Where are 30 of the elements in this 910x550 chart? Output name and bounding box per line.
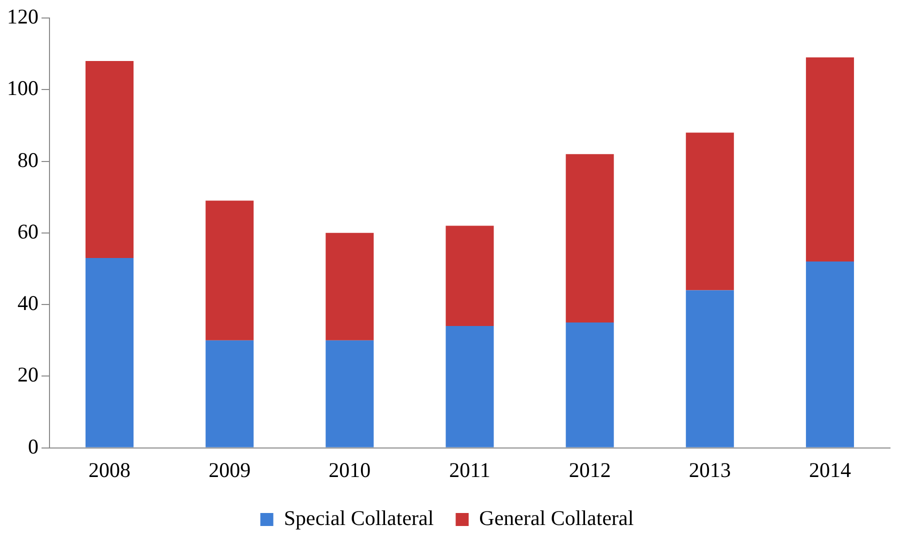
- bar: [686, 290, 734, 448]
- bar: [806, 262, 854, 448]
- x-tick-label: 2010: [328, 458, 371, 482]
- y-tick-label: 20: [18, 362, 38, 387]
- y-tick-label: 100: [7, 76, 38, 100]
- legend-label: General Collateral: [479, 506, 634, 530]
- x-tick-label: 2008: [88, 458, 131, 482]
- bar: [686, 132, 734, 290]
- y-tick-label: 80: [18, 148, 38, 172]
- y-tick-label: 60: [18, 219, 38, 244]
- x-tick-label: 2014: [808, 458, 852, 482]
- y-tick-label: 120: [7, 4, 38, 29]
- legend-label: Special Collateral: [284, 506, 434, 530]
- x-tick-label: 2012: [568, 458, 611, 482]
- x-tick-label: 2013: [688, 458, 731, 482]
- bar: [326, 340, 374, 448]
- bar: [446, 326, 494, 448]
- bar: [806, 57, 854, 262]
- bar: [446, 226, 494, 326]
- bar: [326, 232, 374, 340]
- bar: [206, 200, 254, 340]
- x-tick-label: 2011: [449, 458, 490, 482]
- y-tick-label: 40: [18, 291, 38, 316]
- x-tick-label: 2009: [208, 458, 251, 482]
- bar: [86, 258, 134, 448]
- bar: [566, 322, 614, 448]
- bar: [86, 60, 134, 258]
- bar: [206, 340, 254, 448]
- y-tick-label: 0: [28, 434, 38, 458]
- bar: [566, 154, 614, 322]
